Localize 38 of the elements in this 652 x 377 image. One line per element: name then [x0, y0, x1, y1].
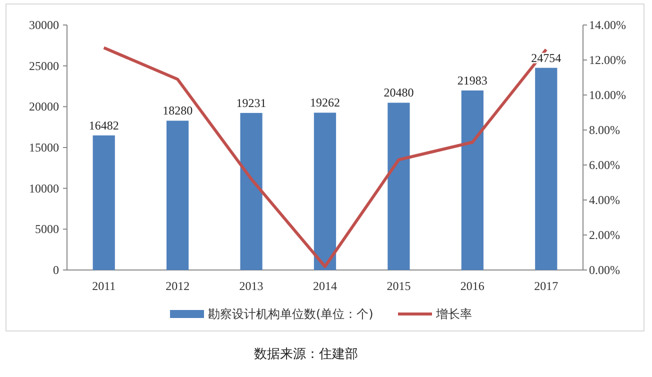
y2-tick-label: 14.00%	[589, 18, 626, 32]
y-tick-label: 0	[53, 263, 59, 277]
data-label: 18280	[162, 104, 193, 118]
y-tick-label: 20000	[29, 100, 59, 114]
y2-tick-label: 12.00%	[589, 53, 626, 67]
y-tick-label: 15000	[29, 140, 59, 154]
y2-tick-label: 4.00%	[589, 193, 620, 207]
bar	[461, 90, 484, 270]
bar	[535, 68, 558, 270]
y-tick-label: 30000	[29, 18, 59, 32]
bar	[166, 120, 189, 270]
x-tick-label: 2012	[166, 279, 190, 293]
data-label: 16482	[88, 118, 119, 132]
y-tick-label: 25000	[29, 58, 59, 73]
bar	[240, 112, 262, 270]
y-tick-label: 10000	[29, 181, 59, 196]
bar	[388, 102, 410, 270]
data-label: 19231	[236, 96, 266, 110]
x-tick-label: 2014	[313, 279, 337, 293]
y2-tick-label: 10.00%	[589, 88, 626, 102]
y2-tick-label: 8.00%	[589, 123, 620, 137]
bar	[92, 135, 115, 270]
y-tick-label: 5000	[35, 222, 59, 236]
data-label: 21983	[457, 73, 488, 88]
x-tick-label: 2017	[534, 279, 558, 293]
x-tick-label: 2016	[460, 279, 484, 293]
source-note: 数据来源：住建部	[254, 347, 358, 362]
x-tick-label: 2013	[239, 279, 264, 293]
y2-tick-label: 6.00%	[589, 158, 620, 172]
y2-tick-label: 2.00%	[589, 228, 620, 242]
bar	[314, 112, 336, 270]
y2-tick-label: 0.00%	[589, 263, 620, 277]
data-label: 19262	[310, 96, 340, 110]
legend-label: 增长率	[435, 307, 472, 321]
x-tick-label: 2011	[92, 279, 116, 293]
x-tick-label: 2015	[386, 279, 411, 293]
data-label: 20480	[384, 86, 414, 100]
legend-label: 勘察设计机构单位数(单位：个)	[208, 307, 374, 321]
